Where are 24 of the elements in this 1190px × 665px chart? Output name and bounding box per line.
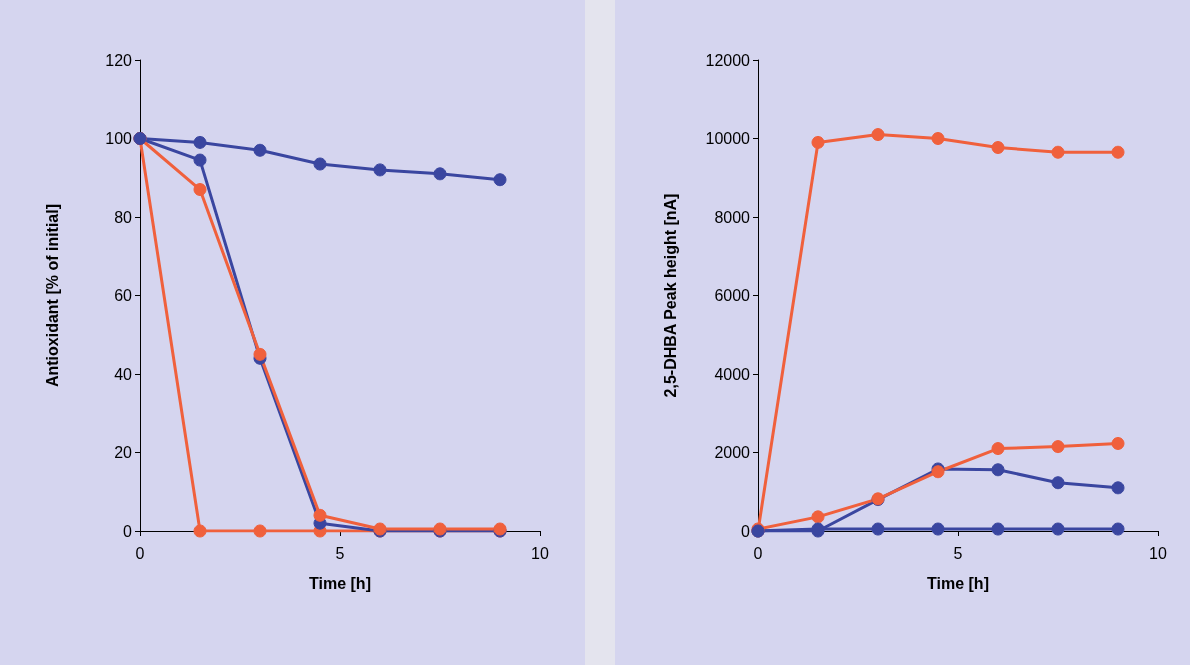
y-tick-label: 12000 bbox=[705, 51, 751, 69]
y-tick-label: 40 bbox=[114, 365, 133, 383]
y-tick-label: 120 bbox=[105, 51, 133, 69]
x-tick-label: 0 bbox=[753, 544, 763, 562]
y-tick-label: 0 bbox=[123, 522, 133, 540]
y-tick-label: 100 bbox=[105, 130, 133, 147]
x-tick-label: 10 bbox=[531, 544, 549, 562]
x-tick-label: 10 bbox=[1149, 544, 1167, 562]
y-tick-label: 60 bbox=[114, 287, 133, 304]
y-tick-label: 4000 bbox=[714, 365, 751, 383]
y-tick-label: 20 bbox=[114, 444, 133, 461]
x-tick-label: 0 bbox=[135, 544, 145, 562]
x-axis-title: Time [h] bbox=[309, 574, 371, 592]
y-tick-label: 0 bbox=[741, 522, 751, 540]
x-tick-label: 5 bbox=[953, 544, 963, 562]
y-axis-title: 2,5-DHBA Peak height [nA] bbox=[661, 193, 679, 398]
y-tick-label: 80 bbox=[114, 208, 133, 226]
y-tick-label: 10000 bbox=[705, 130, 751, 147]
x-axis-title: Time [h] bbox=[927, 574, 989, 592]
x-tick-label: 5 bbox=[335, 544, 345, 562]
y-tick-label: 6000 bbox=[714, 287, 751, 304]
y-axis-title: Antioxidant [% of initial] bbox=[43, 203, 61, 388]
y-tick-label: 2000 bbox=[714, 444, 751, 461]
y-tick-label: 8000 bbox=[714, 208, 751, 226]
